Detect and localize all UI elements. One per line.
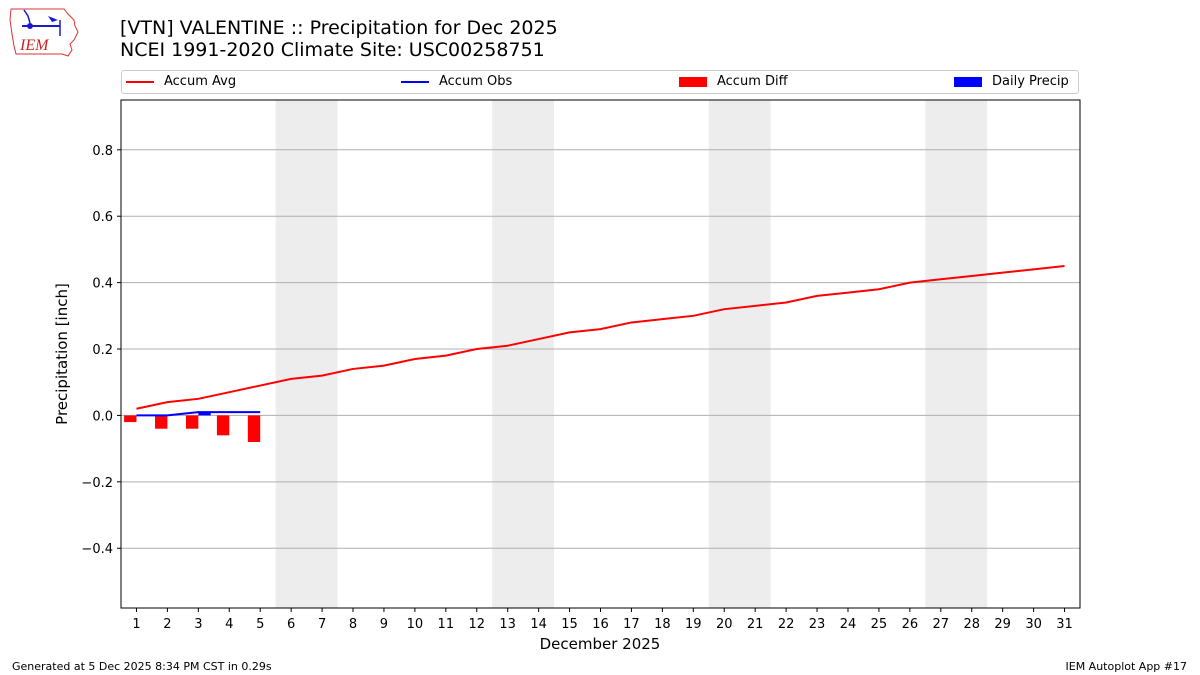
red-bar-swatch-icon [679, 76, 707, 87]
y-tick-label: 0.4 [92, 277, 113, 292]
bar-accum-diff [247, 415, 261, 442]
legend-label: Accum Avg [164, 74, 237, 89]
line-accum-obs [136, 411, 261, 417]
bar-accum-diff [124, 415, 137, 423]
x-tick-label: 27 [933, 617, 950, 632]
x-tick-label: 21 [747, 617, 764, 632]
x-tick-label: 1 [132, 617, 140, 632]
x-tick-label: 31 [1056, 617, 1073, 632]
footer-generated: Generated at 5 Dec 2025 8:34 PM CST in 0… [12, 660, 272, 673]
x-tick-label: 3 [194, 617, 202, 632]
weekend-band [492, 100, 555, 608]
legend-label: Accum Diff [717, 74, 788, 89]
y-tick-label: −0.4 [81, 542, 113, 557]
title-line-1: [VTN] VALENTINE :: Precipitation for Dec… [120, 17, 558, 39]
bar-accum-diff [216, 415, 230, 436]
x-tick-label: 25 [871, 617, 888, 632]
chart-title: [VTN] VALENTINE :: Precipitation for Dec… [120, 17, 558, 61]
blue-line-swatch-icon [401, 80, 429, 83]
legend: Accum Avg Accum Obs Accum Diff Daily Pre… [121, 70, 1079, 94]
x-tick-label: 26 [902, 617, 919, 632]
line-accum-avg [136, 265, 1065, 410]
x-tick-label: 9 [380, 617, 388, 632]
grid-lines [121, 149, 1080, 549]
y-tick-label: 0.0 [92, 409, 113, 424]
x-tick-label: 14 [530, 617, 547, 632]
x-tick-label: 8 [349, 617, 357, 632]
x-tick-label: 22 [778, 617, 795, 632]
x-tick-label: 18 [654, 617, 671, 632]
x-tick-label: 2 [163, 617, 171, 632]
x-tick-label: 16 [592, 617, 609, 632]
legend-item-accum-avg: Accum Avg [126, 74, 236, 89]
y-tick-label: 0.8 [92, 144, 113, 159]
x-tick-label: 7 [318, 617, 326, 632]
red-line-swatch-icon [126, 80, 154, 83]
x-tick-label: 17 [623, 617, 640, 632]
weekend-band [275, 100, 338, 608]
iowa-map-icon: IEM [9, 8, 79, 57]
x-tick-label: 15 [561, 617, 578, 632]
legend-item-accum-obs: Accum Obs [401, 74, 512, 89]
bar-daily-precip [198, 412, 211, 416]
x-axis-ticks: 1 2 3 4 5 6 7 8 9 10 11 12 13 14 15 16 17 18 19 20 21 22 23 24 2… [132, 608, 1073, 632]
x-tick-label: 6 [287, 617, 295, 632]
y-axis-label: Precipitation [inch] [53, 283, 71, 425]
x-tick-label: 4 [225, 617, 233, 632]
legend-label: Daily Precip [992, 74, 1069, 89]
x-axis-label: December 2025 [540, 635, 661, 653]
x-tick-label: 13 [499, 617, 516, 632]
weekend-band [708, 100, 771, 608]
x-tick-label: 19 [685, 617, 702, 632]
legend-label: Accum Obs [439, 74, 513, 89]
bar-accum-diff [155, 415, 168, 429]
x-tick-label: 24 [840, 617, 857, 632]
y-tick-label: 0.2 [92, 343, 113, 358]
svg-text:IEM: IEM [19, 37, 50, 54]
weekend-band [925, 100, 988, 608]
title-line-2: NCEI 1991-2020 Climate Site: USC00258751 [120, 39, 545, 61]
bar-accum-diff [185, 415, 199, 429]
series-lines [136, 265, 1065, 417]
y-tick-label: −0.2 [81, 476, 113, 491]
x-tick-label: 5 [256, 617, 264, 632]
x-tick-label: 10 [407, 617, 424, 632]
x-tick-label: 29 [994, 617, 1011, 632]
x-tick-label: 20 [716, 617, 733, 632]
legend-item-daily-precip: Daily Precip [954, 74, 1069, 89]
x-tick-label: 11 [438, 617, 455, 632]
x-tick-label: 28 [963, 617, 980, 632]
bars [124, 412, 261, 442]
x-tick-label: 30 [1025, 617, 1042, 632]
weekend-shading [275, 100, 988, 608]
footer-app: IEM Autoplot App #17 [1065, 660, 1188, 673]
blue-bar-swatch-icon [954, 76, 982, 87]
x-tick-label: 12 [468, 617, 485, 632]
y-axis-ticks: −0.4 −0.2 0.0 0.2 0.4 0.6 0.8 [81, 144, 121, 557]
y-tick-label: 0.6 [92, 210, 113, 225]
x-tick-label: 23 [809, 617, 826, 632]
iem-logo: IEM [8, 6, 80, 58]
legend-item-accum-diff: Accum Diff [679, 74, 788, 89]
